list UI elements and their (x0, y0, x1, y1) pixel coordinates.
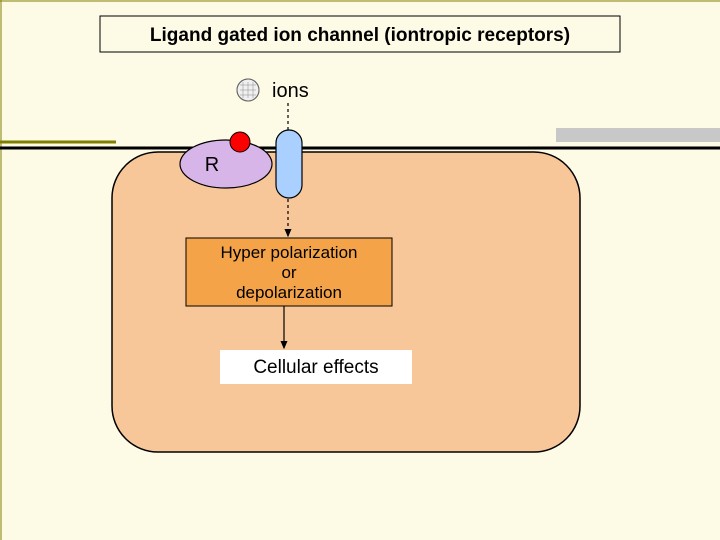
cellular-text: Cellular effects (253, 357, 378, 378)
title-text: Ligand gated ion channel (iontropic rece… (150, 25, 570, 46)
receptor (180, 140, 272, 188)
effect-line2: or (281, 263, 296, 282)
ion (237, 79, 259, 101)
effect-line3: depolarization (236, 283, 342, 302)
decor-band (556, 128, 720, 142)
receptor-label: R (205, 154, 219, 176)
ions-label: ions (272, 80, 309, 102)
ion-channel (276, 130, 302, 198)
ligand (230, 132, 250, 152)
effect-line1: Hyper polarization (220, 243, 357, 262)
